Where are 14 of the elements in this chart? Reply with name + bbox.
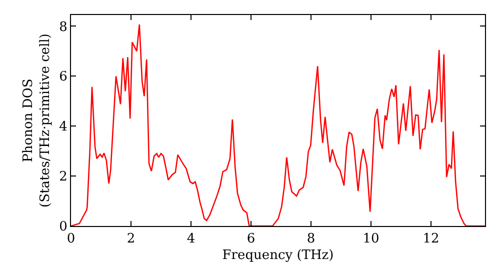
x-tick-label: 10 <box>362 232 380 247</box>
x-tick-label: 8 <box>306 232 316 247</box>
x-tick-label: 12 <box>422 232 440 247</box>
x-tick-label: 2 <box>126 232 136 247</box>
x-axis-title: Frequency (THz) <box>222 248 334 264</box>
x-tick-label: 6 <box>246 232 256 247</box>
line-series <box>71 24 485 226</box>
y-tick-label: 8 <box>59 20 68 35</box>
x-tick-label: 4 <box>186 232 196 247</box>
y-tick-label: 4 <box>59 120 68 135</box>
y-tick-label: 0 <box>59 220 68 235</box>
y-tick-label: 2 <box>59 170 68 185</box>
y-axis-title: Phonon DOS (States/THz·primitive cell) <box>21 33 54 208</box>
y-tick-label: 6 <box>59 70 68 85</box>
